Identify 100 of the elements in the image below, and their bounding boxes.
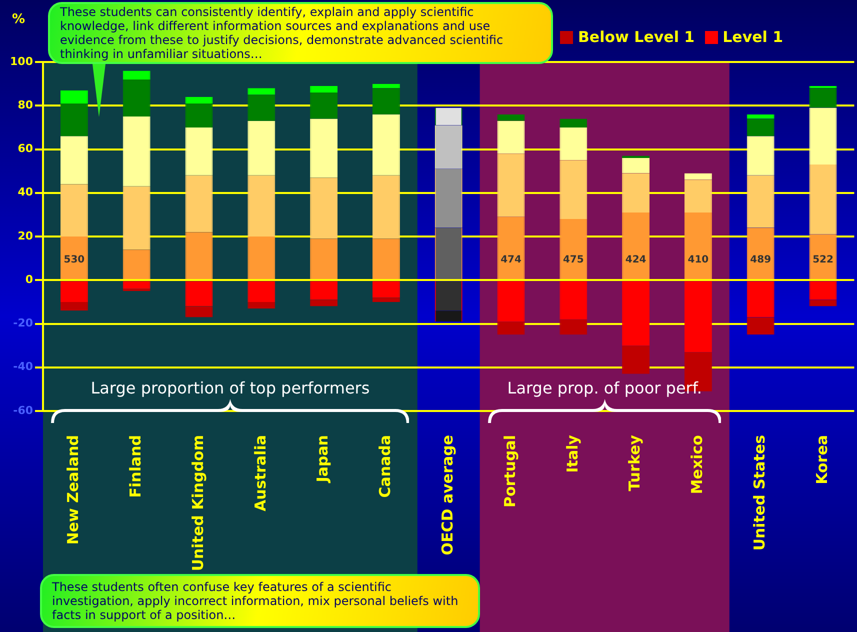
bar — [809, 300, 837, 306]
bar — [809, 86, 837, 88]
legend-label: Level 1 — [722, 28, 784, 46]
bar — [60, 302, 88, 311]
bar — [372, 298, 400, 302]
bar — [746, 175, 774, 228]
y-tick-label: -60 — [13, 404, 34, 417]
bar — [60, 184, 88, 236]
bar — [497, 154, 525, 217]
y-tick-label: -40 — [13, 360, 34, 374]
bar — [310, 118, 338, 178]
x-tick-label: Mexico — [688, 435, 706, 494]
bar — [122, 281, 150, 289]
bar — [746, 136, 774, 176]
y-tick-label: 60 — [18, 142, 34, 156]
y-tick-label: 100 — [10, 54, 34, 68]
bar — [248, 281, 276, 302]
bar — [497, 120, 525, 154]
bar — [185, 96, 213, 104]
bar — [248, 88, 276, 95]
y-tick-label: 80 — [18, 98, 34, 112]
legend-label: Below Level 1 — [577, 28, 695, 46]
bar — [60, 136, 88, 184]
bar — [497, 216, 525, 280]
annotation: 424 — [625, 254, 646, 266]
annotation: 489 — [750, 254, 772, 266]
bar — [746, 281, 774, 318]
bar — [809, 88, 837, 108]
speech-bubble: These students often confuse key features of a scientific investigation, apply incorrect information, mix personal beliefs with facts in support of a position… — [40, 574, 480, 628]
annotation: 522 — [812, 254, 834, 266]
bar — [60, 236, 88, 280]
bar — [372, 84, 400, 88]
x-tick-label: New Zealand — [64, 435, 82, 545]
bar — [60, 90, 88, 104]
bar — [746, 228, 774, 280]
band-label: Large proportion of top performers — [90, 378, 370, 398]
bar — [809, 281, 837, 300]
bar — [248, 94, 276, 121]
bar — [372, 175, 400, 239]
bar — [497, 281, 525, 322]
x-tick-label: Korea — [812, 435, 831, 484]
x-tick-label: Australia — [251, 435, 270, 512]
x-tick-label: Finland — [126, 435, 144, 498]
bar — [122, 70, 150, 80]
bar — [622, 281, 650, 346]
bar — [560, 219, 588, 280]
bar — [310, 92, 338, 119]
annotation: 530 — [64, 254, 85, 266]
y-tick-label: -20 — [13, 316, 34, 330]
bar — [372, 88, 400, 114]
bar — [122, 79, 150, 117]
bar — [684, 212, 712, 280]
bar — [622, 346, 650, 374]
bar — [622, 212, 650, 280]
bar — [684, 180, 712, 213]
bar — [310, 86, 338, 93]
bar — [497, 114, 525, 121]
band-label: Large prop. of poor perf. — [507, 378, 702, 398]
bar — [372, 114, 400, 176]
bar — [684, 173, 712, 180]
bar — [560, 160, 588, 220]
bar — [122, 288, 150, 292]
y-tick-label: 0 — [25, 272, 34, 286]
bar — [746, 118, 774, 136]
x-tick-label: Italy — [563, 434, 582, 473]
bar — [122, 116, 150, 186]
bar — [248, 175, 276, 236]
bar — [185, 306, 213, 318]
bar — [372, 238, 400, 280]
y-tick-label: 40 — [18, 186, 34, 199]
annotation: 410 — [688, 254, 709, 266]
x-tick-label: Portugal — [500, 435, 519, 508]
bar — [122, 250, 150, 280]
bar — [248, 302, 276, 308]
bar — [560, 319, 588, 335]
bar — [248, 236, 276, 280]
bar — [809, 108, 837, 165]
bar — [185, 127, 213, 176]
bar — [122, 186, 150, 250]
x-tick-label: United States — [750, 434, 768, 551]
bar — [809, 164, 837, 234]
x-tick-label: Japan — [314, 435, 332, 484]
x-tick-label: Canada — [376, 435, 394, 498]
bar — [185, 232, 213, 280]
bar — [185, 175, 213, 232]
bar — [622, 173, 650, 213]
y-axis-title: % — [12, 12, 26, 27]
bar — [310, 238, 338, 280]
bar — [185, 281, 213, 306]
x-tick-label: United Kingdom — [188, 435, 207, 572]
bar — [372, 281, 400, 298]
bar — [310, 178, 338, 239]
annotation: 475 — [562, 254, 584, 266]
bar — [60, 103, 88, 136]
x-tick-label: Turkey — [626, 434, 644, 492]
y-tick-label: 20 — [18, 229, 34, 242]
bar — [248, 120, 276, 176]
bar — [60, 281, 88, 302]
bar — [622, 158, 650, 174]
bar — [185, 103, 213, 128]
